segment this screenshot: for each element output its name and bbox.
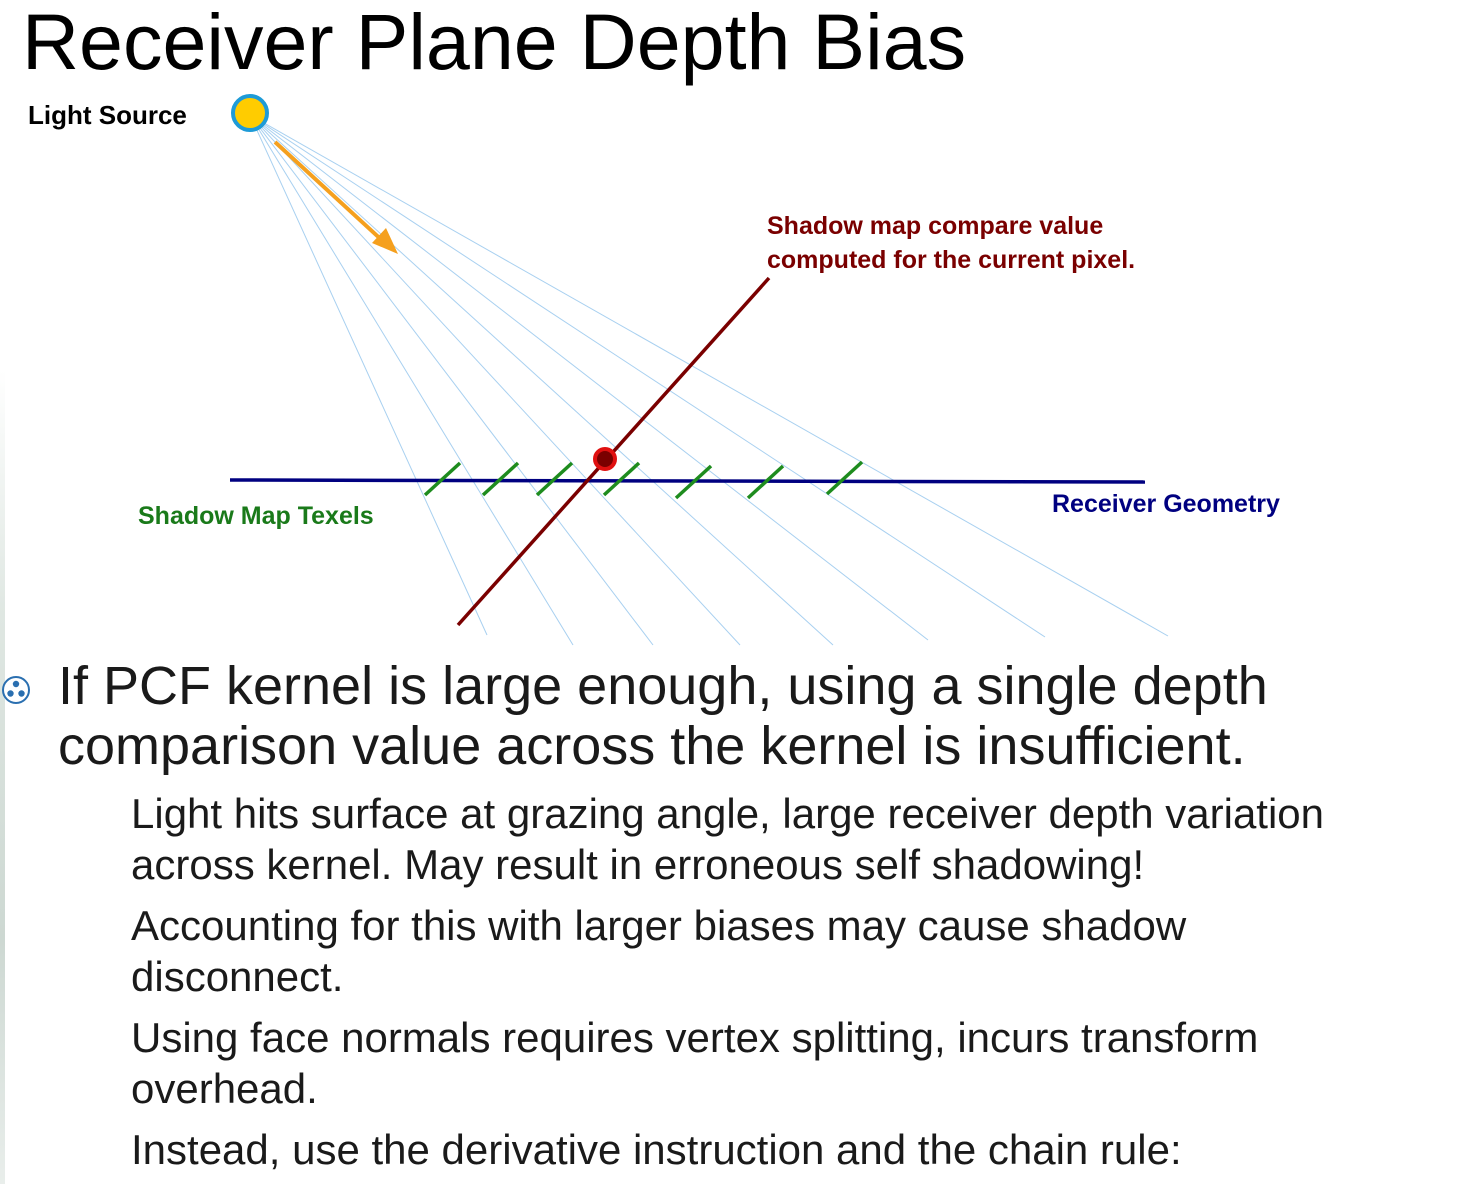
receiver-plane-diagram: Light Source Shadow map compare value co… [28,94,1280,646]
sub-bullet-line: Instead, use the derivative instruction … [131,1126,1182,1173]
main-bullet-line2: comparison value across the kernel is in… [58,716,1246,776]
light-ray [249,114,741,646]
light-ray [249,114,488,636]
receiver-geometry-label: Receiver Geometry [1052,490,1280,518]
sub-bullet-line: Using face normals requires vertex split… [131,1014,1259,1061]
receiver-geometry-line [229,478,1146,484]
light-ray [249,114,834,646]
shadow-map-texels [423,460,864,500]
main-bullet-line1: If PCF kernel is large enough, using a s… [58,656,1268,716]
texel-tick [602,461,641,497]
sub-bullet-line: across kernel. May result in erroneous s… [131,841,1145,888]
light-rays [249,114,1169,646]
sub-bullet-line: Accounting for this with larger biases m… [131,902,1187,949]
light-direction-arrow [273,140,398,254]
texel-tick [481,461,520,497]
sub-bullet-derivative: Instead, use the derivative instruction … [131,1124,1182,1175]
sub-bullet-larger-biases: Accounting for this with larger biases m… [131,900,1186,1002]
light-ray [249,114,574,646]
texel-tick [423,461,462,497]
compare-value-label-line1: Shadow map compare value [767,212,1103,240]
compare-value-point [593,447,617,471]
light-source-label: Light Source [28,100,187,130]
sub-bullet-line: overhead. [131,1065,318,1112]
texel-tick [825,460,864,496]
light-ray [249,114,929,641]
texel-tick [535,461,574,497]
sub-bullet-face-normals: Using face normals requires vertex split… [131,1012,1258,1114]
compare-value-label-line2: computed for the current pixel. [767,246,1135,274]
main-bullet: If PCF kernel is large enough, using a s… [58,656,1268,776]
light-ray [249,114,1169,637]
light-source-icon [231,94,269,132]
light-ray [249,114,654,646]
shadow-map-texels-label: Shadow Map Texels [138,502,374,530]
slide-title: Receiver Plane Depth Bias [22,0,967,86]
sub-bullet-grazing-angle: Light hits surface at grazing angle, lar… [131,788,1324,890]
texel-tick [674,464,713,500]
texel-tick [746,464,785,500]
sub-bullet-line: Light hits surface at grazing angle, lar… [131,790,1325,837]
sub-bullet-line: disconnect. [131,953,344,1000]
slide-left-rule [0,370,5,1184]
bullet-icon [2,676,30,704]
light-ray [249,114,1046,638]
